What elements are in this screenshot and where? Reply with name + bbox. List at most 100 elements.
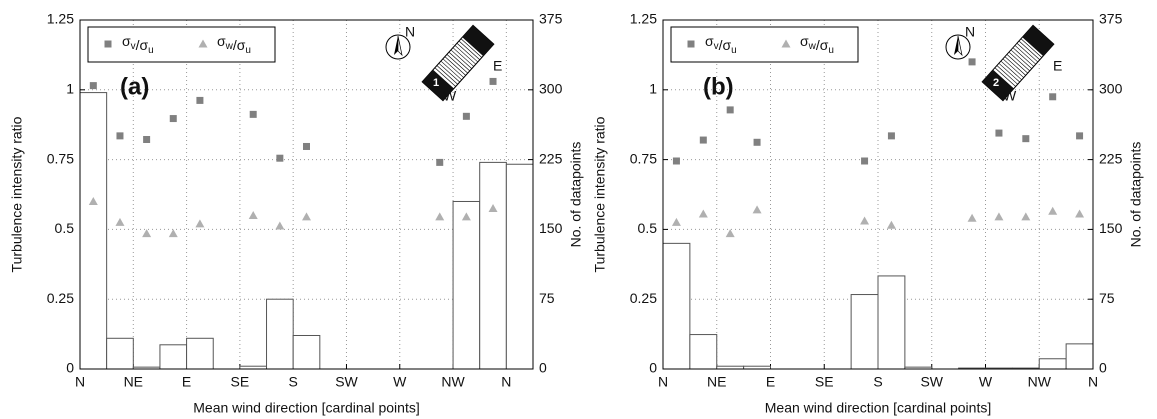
bar	[452, 200, 481, 370]
point	[886, 220, 896, 229]
point	[994, 212, 1004, 221]
legend-label: σv/σu	[705, 33, 737, 56]
building	[981, 24, 1055, 102]
building-stripe	[1020, 38, 1042, 58]
y-tick-label: 0.5	[55, 220, 75, 236]
building-stripe	[1006, 54, 1028, 74]
point	[887, 132, 895, 140]
building-stripe	[460, 38, 482, 58]
building-stripe	[438, 63, 460, 83]
point	[1021, 212, 1031, 221]
building-stripe	[448, 51, 470, 72]
y2-axis-label: No. of datapoints	[568, 142, 584, 248]
legend-label: σw/σu	[217, 33, 251, 56]
y-axis-label: Turbulence intensity ratio	[9, 116, 25, 272]
x-tick-label: W	[393, 374, 407, 390]
point	[488, 203, 498, 212]
building-stripe	[1016, 43, 1038, 63]
legend-marker	[781, 39, 791, 48]
y2-tick-label: 0	[1099, 360, 1107, 376]
west-label: W	[443, 88, 457, 104]
building-stripe	[434, 67, 456, 87]
point	[142, 229, 152, 238]
east-label: E	[1053, 58, 1062, 74]
point	[752, 205, 762, 214]
building-stripe	[1012, 47, 1034, 67]
y2-tick-label: 75	[539, 290, 555, 306]
x-axis-label: Mean wind direction [cardinal points]	[765, 400, 991, 416]
point	[699, 136, 707, 144]
x-tick-label: NE	[124, 374, 143, 390]
point	[436, 158, 444, 166]
point	[489, 77, 497, 85]
bar	[266, 298, 294, 370]
point	[860, 216, 870, 225]
point	[276, 154, 284, 162]
plot-frame	[662, 19, 1094, 370]
building-stripe	[1014, 45, 1036, 65]
building-stripe	[440, 60, 462, 81]
building-stripe	[446, 54, 468, 74]
point	[88, 196, 98, 205]
tower-label: 1	[433, 77, 439, 89]
point	[672, 157, 680, 165]
x-tick-label: N	[1088, 374, 1098, 390]
point	[1076, 132, 1084, 140]
y2-tick-label: 225	[539, 150, 563, 166]
bar	[877, 275, 906, 370]
x-tick-label: NW	[1028, 374, 1052, 390]
x-tick-label: NE	[707, 374, 726, 390]
point	[275, 221, 285, 230]
compass-north: N	[405, 24, 415, 40]
building-stripe	[450, 49, 472, 69]
legend-marker	[198, 39, 208, 48]
y2-tick-label: 375	[539, 11, 563, 27]
panel-label: (a)	[120, 73, 149, 100]
building-stripe	[442, 58, 464, 78]
panel: N NE E SE S SW W NW N00.250.50.7511.250751502253…	[9, 11, 584, 416]
bar	[186, 337, 214, 370]
y-tick-label: 0.5	[638, 220, 658, 236]
panel-label: (b)	[703, 73, 734, 100]
point	[115, 217, 125, 226]
compass-needle	[954, 36, 958, 55]
building-stripe	[454, 45, 476, 65]
building-stripe	[1008, 51, 1030, 72]
y2-tick-label: 0	[539, 360, 547, 376]
building	[421, 24, 495, 102]
point	[1049, 93, 1057, 101]
y2-tick-label: 375	[1099, 11, 1123, 27]
x-tick-label: S	[873, 374, 882, 390]
y2-tick-label: 150	[1099, 220, 1123, 236]
x-tick-label: SW	[920, 374, 943, 390]
x-tick-label: SE	[815, 374, 834, 390]
x-tick-label: N	[658, 374, 668, 390]
bar	[79, 92, 108, 370]
point	[249, 110, 257, 118]
building-stripe	[1004, 56, 1026, 76]
inset: N 1 E W	[385, 24, 502, 104]
building-stripe	[994, 67, 1016, 87]
east-label: E	[493, 58, 502, 74]
bar	[292, 334, 321, 370]
y-tick-label: 0.75	[47, 150, 74, 166]
legend-label: σv/σu	[122, 33, 154, 56]
x-tick-label: N	[501, 374, 511, 390]
point	[462, 112, 470, 120]
y-tick-label: 0.25	[47, 290, 74, 306]
bar	[689, 334, 718, 370]
point	[303, 142, 310, 150]
building-stripe	[1010, 49, 1032, 69]
point	[1048, 206, 1058, 215]
y2-tick-label: 300	[1099, 81, 1123, 97]
building-stripe	[1002, 58, 1024, 78]
plot-frame	[79, 19, 534, 370]
point	[302, 212, 311, 221]
bar	[850, 294, 879, 370]
x-tick-label: W	[979, 374, 993, 390]
x-tick-label: SE	[231, 374, 250, 390]
point	[726, 106, 734, 114]
west-label: W	[1003, 88, 1017, 104]
compass-north: N	[965, 24, 975, 40]
